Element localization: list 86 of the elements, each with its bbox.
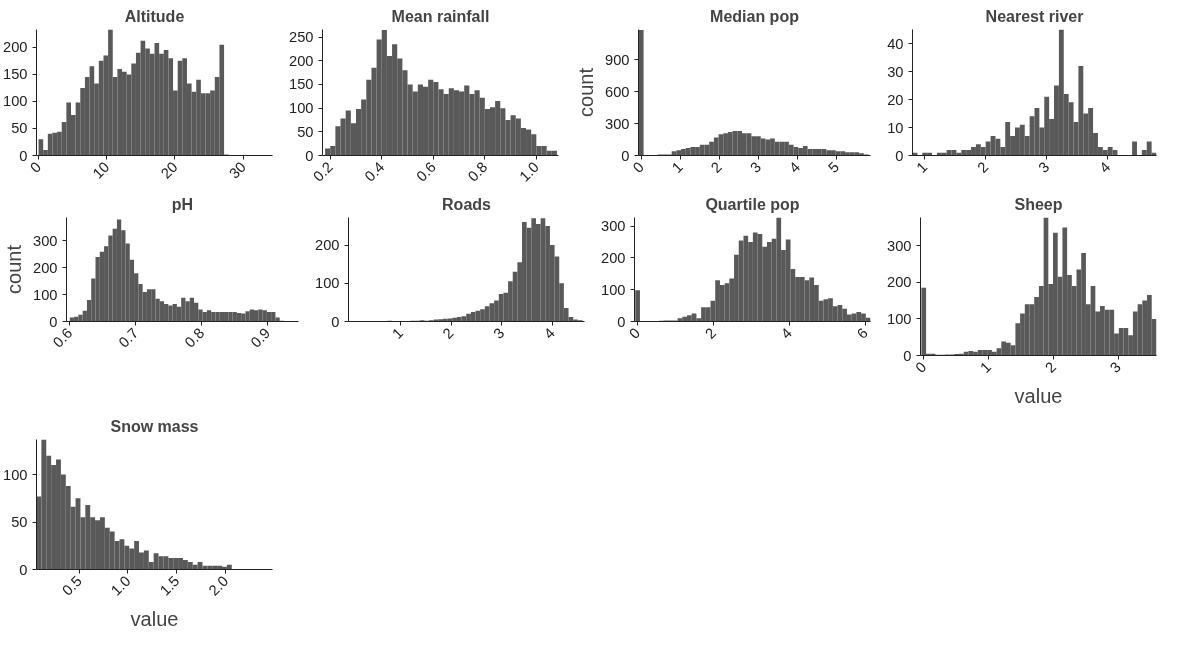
y-tick-label: 20 — [887, 91, 904, 108]
x-tick-label: 1.5 — [156, 572, 183, 599]
x-tick-label: 4 — [786, 158, 804, 176]
x-tick-label: 3 — [490, 324, 508, 342]
x-tick-label: 0.8 — [464, 158, 491, 185]
x-tick-label: 1 — [977, 358, 995, 376]
y-tick-label: 0 — [617, 313, 626, 330]
y-tick-label: 0 — [19, 147, 28, 164]
y-tick-label: 600 — [605, 83, 630, 100]
x-tick-label: 0.7 — [115, 324, 142, 351]
x-tick-label: 5 — [825, 158, 843, 176]
x-axis-title: value — [1014, 385, 1063, 408]
x-tick-label: 3 — [746, 158, 765, 176]
chart-title: Quartile pop — [705, 195, 800, 213]
y-tick-label: 50 — [11, 514, 28, 531]
y-tick-label: 200 — [315, 237, 340, 254]
chart-title: Roads — [442, 195, 492, 213]
x-tick-label: 0.4 — [361, 158, 388, 185]
y-tick-label: 0 — [621, 147, 630, 164]
chart-title: Mean rainfall — [391, 7, 490, 25]
y-tick-label: 300 — [33, 232, 58, 249]
x-tick-label: 0 — [629, 158, 647, 176]
y-tick-label: 100 — [3, 93, 28, 110]
x-tick-label: 10 — [89, 158, 113, 182]
x-tick-label: 6 — [853, 324, 871, 342]
x-tick-label: 2 — [707, 158, 726, 176]
x-tick-label: 0.9 — [247, 324, 274, 351]
y-tick-label: 0 — [903, 347, 912, 364]
y-tick-label: 200 — [887, 274, 912, 291]
y-tick-label: 200 — [33, 259, 58, 276]
y-tick-label: 10 — [887, 119, 904, 136]
x-tick-label: 1.0 — [516, 158, 542, 185]
y-tick-label: 300 — [605, 115, 630, 132]
x-tick-label: 1.0 — [107, 572, 134, 599]
y-tick-label: 50 — [297, 123, 314, 140]
chart-title: Median pop — [710, 7, 800, 25]
y-tick-label: 40 — [887, 35, 904, 52]
x-tick-label: 0.5 — [59, 572, 85, 599]
x-tick-label: 2 — [702, 324, 720, 342]
x-tick-label: 1 — [913, 158, 931, 176]
y-tick-label: 50 — [11, 120, 28, 137]
x-tick-label: 3 — [1035, 158, 1053, 176]
y-tick-label: 0 — [49, 313, 58, 330]
x-tick-label: 2 — [974, 158, 992, 176]
x-tick-label: 4 — [777, 324, 795, 342]
y-tick-label: 0 — [331, 313, 340, 330]
y-tick-label: 30 — [887, 63, 904, 80]
x-tick-label: 20 — [157, 158, 181, 182]
x-tick-label: 0.6 — [413, 158, 439, 185]
x-tick-label: 0 — [912, 358, 930, 376]
x-tick-label: 1 — [389, 324, 407, 342]
x-tick-label: 2 — [1041, 358, 1060, 376]
x-tick-label: 30 — [225, 158, 249, 182]
y-tick-label: 300 — [887, 237, 912, 254]
y-tick-label: 300 — [601, 218, 626, 235]
y-tick-label: 150 — [289, 76, 314, 93]
x-tick-label: 4 — [540, 324, 558, 342]
y-tick-label: 100 — [289, 100, 314, 117]
y-tick-label: 900 — [605, 51, 630, 68]
y-tick-label: 100 — [315, 275, 340, 292]
chart-title: pH — [171, 195, 194, 213]
y-tick-label: 100 — [601, 281, 626, 298]
y-tick-label: 100 — [33, 286, 58, 303]
x-tick-label: 1 — [668, 158, 686, 176]
x-tick-label: 3 — [1106, 358, 1124, 376]
y-tick-label: 0 — [305, 147, 314, 164]
x-axis-title: value — [130, 607, 179, 630]
x-tick-label: 4 — [1096, 158, 1114, 176]
chart-title: Nearest river — [985, 7, 1084, 25]
y-tick-label: 250 — [289, 29, 314, 46]
y-tick-label: 200 — [289, 52, 314, 69]
y-axis-title: count — [3, 244, 26, 294]
x-tick-label: 2.0 — [205, 572, 232, 599]
y-tick-label: 100 — [3, 466, 28, 483]
y-tick-label: 200 — [601, 249, 626, 266]
y-tick-label: 0 — [19, 561, 28, 578]
y-tick-label: 200 — [3, 39, 28, 56]
y-axis-title: count — [575, 67, 598, 117]
chart-title: Sheep — [1014, 195, 1063, 213]
x-tick-label: 2 — [439, 324, 457, 342]
chart-title: Altitude — [124, 7, 185, 25]
y-tick-label: 100 — [887, 310, 912, 327]
y-tick-label: 150 — [3, 66, 28, 83]
chart-title: Snow mass — [110, 417, 199, 435]
x-tick-label: 0.8 — [181, 324, 208, 351]
y-tick-label: 0 — [895, 147, 904, 164]
